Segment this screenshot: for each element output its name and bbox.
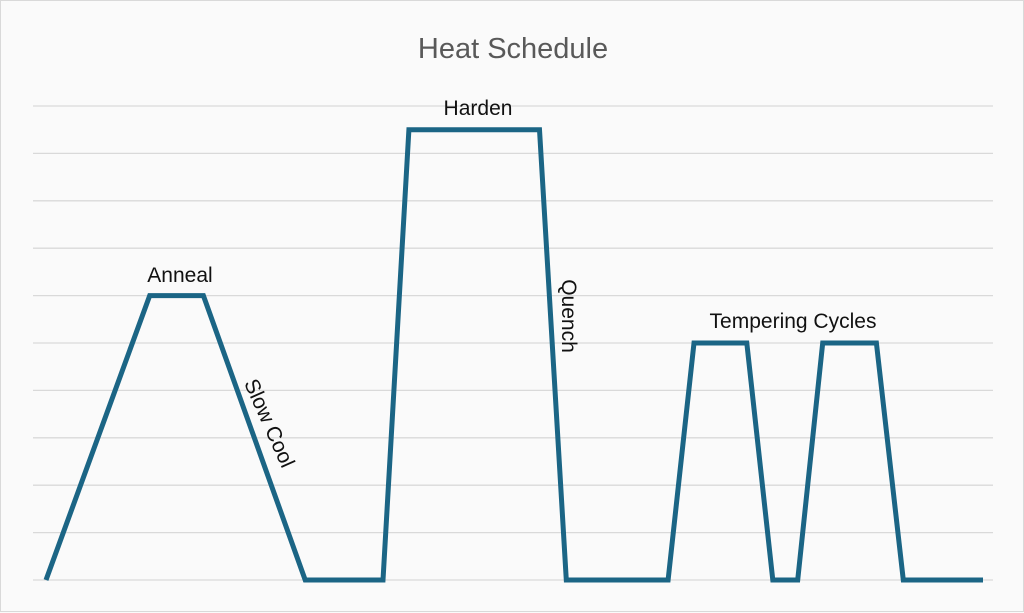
chart-title: Heat Schedule [418,33,608,65]
annotation-anneal: Anneal [147,264,212,287]
annotation-tempering-cycles: Tempering Cycles [710,310,877,333]
annotation-quench: Quench [557,279,580,353]
annotation-harden: Harden [444,97,513,120]
heat-schedule-line [43,127,983,583]
